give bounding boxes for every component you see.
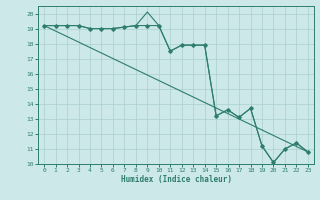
X-axis label: Humidex (Indice chaleur): Humidex (Indice chaleur) — [121, 175, 231, 184]
